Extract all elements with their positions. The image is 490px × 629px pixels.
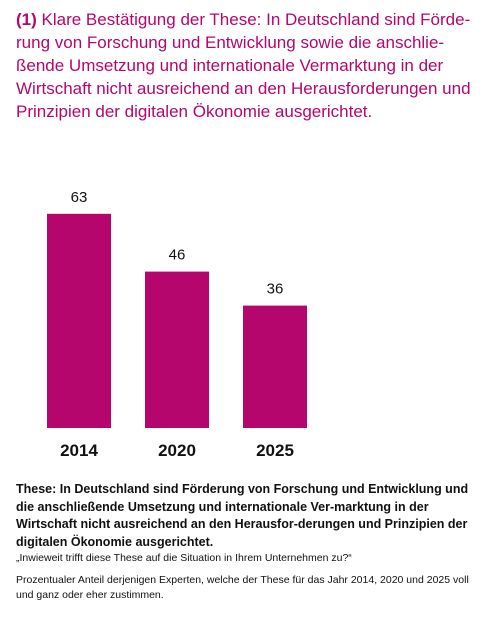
thesis-text: These: In Deutschland sind Förderung von… — [16, 482, 469, 549]
heading-number: (1) — [16, 10, 37, 29]
value-label-2020: 46 — [169, 247, 186, 264]
survey-question: „Inwieweit trifft diese These auf die Si… — [16, 552, 352, 564]
category-label-2020: 2020 — [158, 441, 196, 460]
bar-2014 — [47, 213, 111, 428]
category-label-2025: 2025 — [256, 441, 294, 460]
category-label-2014: 2014 — [60, 441, 98, 460]
chart-note: Prozentualer Anteil derjenigen Experten,… — [16, 574, 469, 601]
value-label-2014: 63 — [71, 189, 88, 206]
heading-text: Klare Bestätigung der These: In Deutschl… — [16, 10, 471, 121]
chart-footer: These: In Deutschland sind Förderung von… — [16, 481, 478, 603]
value-label-2025: 36 — [267, 281, 284, 298]
chart-heading: (1) Klare Bestätigung der These: In Deut… — [16, 8, 476, 123]
bar-chart: 63 2014 46 2020 36 2025 — [47, 189, 307, 460]
bar-2025 — [243, 305, 307, 428]
bar-2020 — [145, 271, 209, 428]
